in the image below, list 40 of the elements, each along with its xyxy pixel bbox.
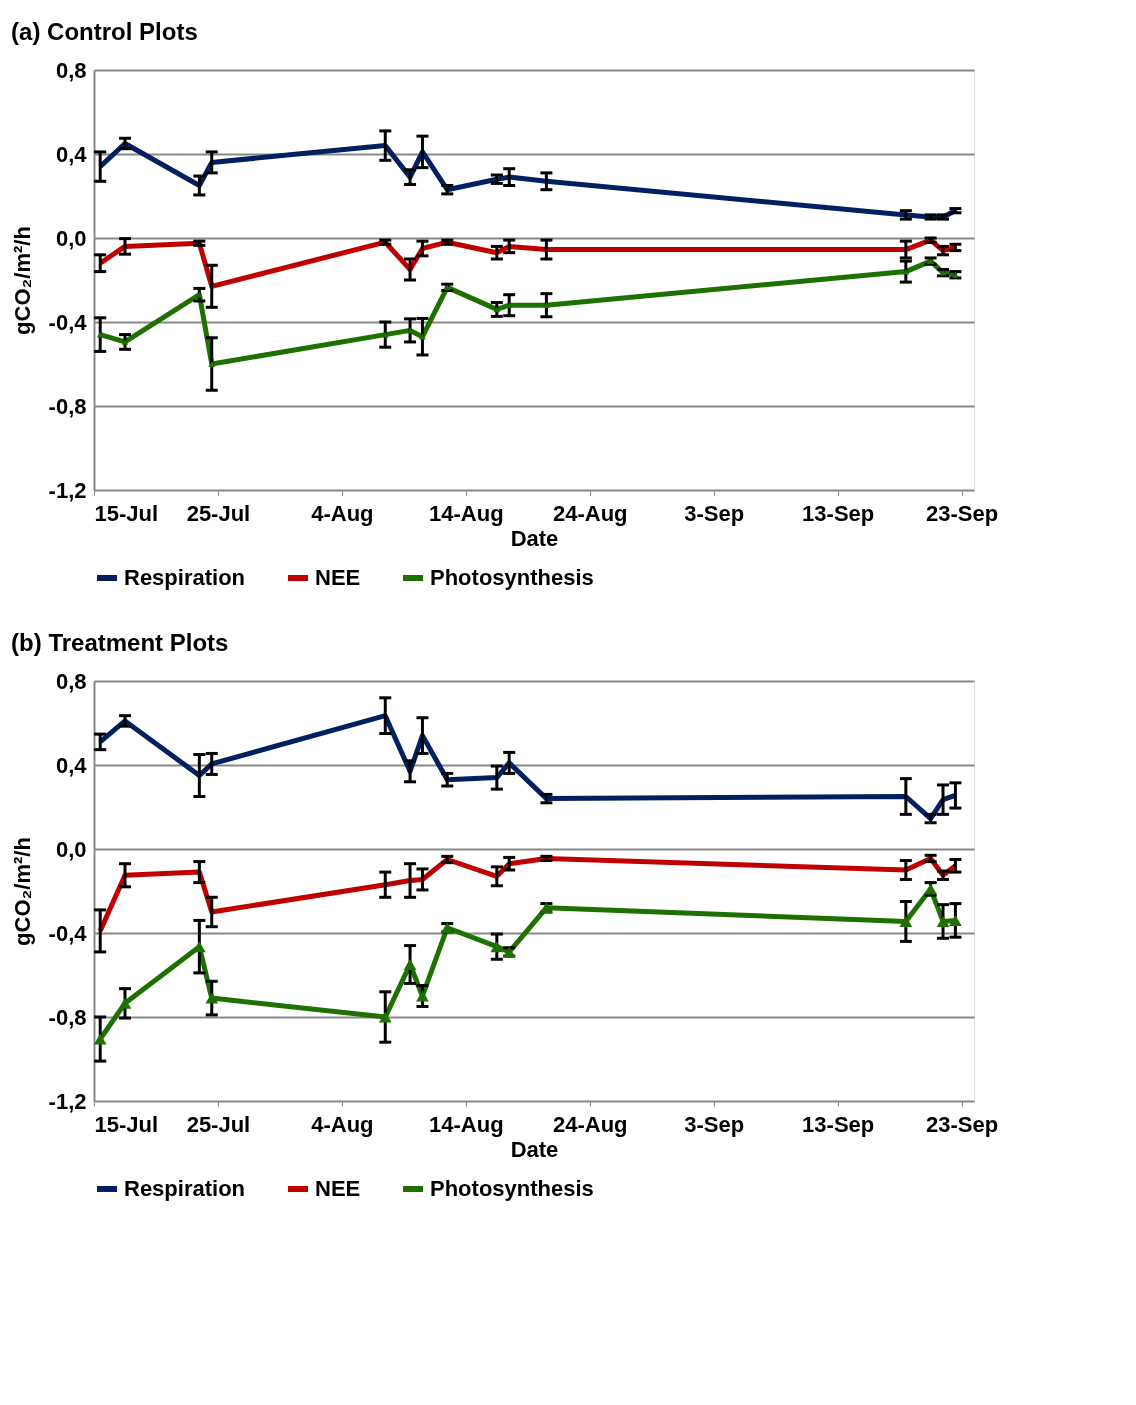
- x-tick-label: 15-Jul: [94, 500, 159, 526]
- x-tick-label: 13-Sep: [802, 500, 875, 526]
- y-tick-label: -0,4: [48, 309, 88, 335]
- legend-label: Photosynthesis: [430, 1176, 594, 1201]
- y-tick-label: -0,8: [48, 393, 87, 419]
- x-tick-label: 14-Aug: [429, 500, 504, 526]
- y-tick-label: 0,0: [55, 836, 87, 862]
- legend-label: Respiration: [124, 565, 246, 590]
- y-axis-title: gCO₂/m²/h: [9, 226, 35, 335]
- y-tick-label: -1,2: [48, 1088, 87, 1114]
- legend-label: Respiration: [124, 1176, 246, 1201]
- x-axis-title: Date: [510, 525, 559, 551]
- chart-title: (a) Control Plots: [11, 18, 198, 45]
- legend-label: NEE: [315, 1176, 361, 1201]
- y-tick-label: -0,4: [48, 920, 88, 946]
- x-tick-label: 24-Aug: [552, 500, 628, 526]
- x-tick-label: 25-Jul: [186, 1111, 251, 1137]
- x-tick-label: 14-Aug: [429, 1111, 504, 1137]
- y-tick-label: 0,4: [55, 141, 88, 167]
- y-tick-label: 0,8: [55, 668, 87, 694]
- legend-label: NEE: [315, 565, 361, 590]
- x-tick-label: 25-Jul: [186, 500, 251, 526]
- y-tick-label: -0,8: [48, 1004, 87, 1030]
- x-axis-title: Date: [510, 1136, 559, 1162]
- x-tick-label: 3-Sep: [684, 500, 745, 526]
- y-tick-label: -1,2: [48, 477, 87, 503]
- legend-label: Photosynthesis: [430, 565, 594, 590]
- x-tick-label: 15-Jul: [94, 1111, 159, 1137]
- x-tick-label: 23-Sep: [926, 1111, 999, 1137]
- x-tick-label: 3-Sep: [684, 1111, 745, 1137]
- x-tick-label: 4-Aug: [311, 1111, 374, 1137]
- y-axis-title: gCO₂/m²/h: [9, 837, 35, 946]
- chart-title: (b) Treatment Plots: [11, 629, 229, 656]
- y-tick-label: 0,8: [55, 57, 87, 83]
- x-tick-label: 24-Aug: [552, 1111, 628, 1137]
- y-tick-label: 0,4: [55, 752, 88, 778]
- x-tick-label: 13-Sep: [802, 1111, 875, 1137]
- x-tick-label: 23-Sep: [926, 500, 999, 526]
- x-tick-label: 4-Aug: [311, 500, 374, 526]
- y-tick-label: 0,0: [55, 225, 87, 251]
